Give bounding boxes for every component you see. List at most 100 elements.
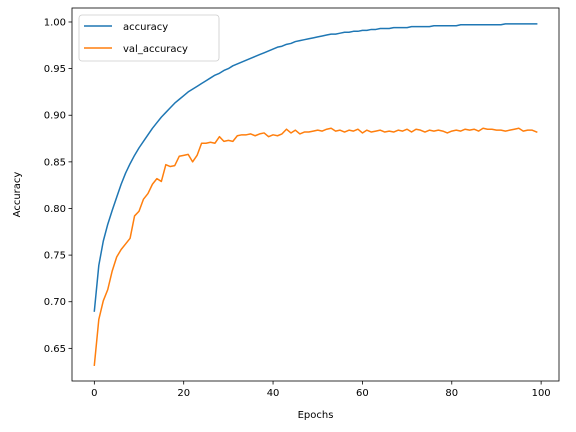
- data-point-accuracy: [111, 210, 113, 212]
- data-point-val-accuracy: [263, 132, 265, 134]
- data-point-val-accuracy: [120, 249, 122, 251]
- data-point-val-accuracy: [379, 129, 381, 131]
- plot-frame: [71, 7, 560, 382]
- data-point-accuracy: [384, 28, 386, 30]
- data-point-val-accuracy: [268, 136, 270, 138]
- x-axis-label: Epochs: [298, 410, 334, 421]
- data-point-val-accuracy: [451, 130, 453, 132]
- data-point-val-accuracy: [362, 132, 364, 134]
- data-point-accuracy: [187, 91, 189, 93]
- data-point-accuracy: [500, 24, 502, 26]
- data-point-val-accuracy: [312, 130, 314, 132]
- data-point-val-accuracy: [500, 129, 502, 131]
- data-point-val-accuracy: [429, 129, 431, 131]
- data-point-accuracy: [326, 34, 328, 36]
- data-point-accuracy: [335, 33, 337, 35]
- data-point-accuracy: [201, 83, 203, 85]
- series-line-accuracy: [93, 23, 538, 312]
- data-point-accuracy: [447, 25, 449, 27]
- data-point-accuracy: [107, 224, 109, 226]
- legend: accuracy val_accuracy: [78, 14, 220, 62]
- data-point-accuracy: [192, 88, 194, 90]
- y-tick-label: 0.70: [44, 297, 66, 308]
- data-point-accuracy: [290, 43, 292, 45]
- data-point-accuracy: [411, 26, 413, 28]
- data-point-val-accuracy: [487, 128, 489, 130]
- data-point-accuracy: [254, 56, 256, 58]
- data-point-accuracy: [397, 27, 399, 29]
- data-point-val-accuracy: [469, 129, 471, 131]
- data-point-val-accuracy: [125, 243, 127, 245]
- data-point-val-accuracy: [491, 128, 493, 130]
- data-point-accuracy: [429, 26, 431, 28]
- data-point-val-accuracy: [442, 130, 444, 132]
- data-point-accuracy: [522, 23, 524, 25]
- data-point-val-accuracy: [353, 130, 355, 132]
- x-axis-ticks: 0 20 40 60 80 100: [91, 381, 551, 399]
- data-point-val-accuracy: [281, 133, 283, 135]
- data-point-accuracy: [312, 37, 314, 39]
- data-point-accuracy: [223, 70, 225, 72]
- data-point-val-accuracy: [134, 215, 136, 217]
- data-point-val-accuracy: [424, 131, 426, 133]
- data-point-val-accuracy: [411, 131, 413, 133]
- data-point-accuracy: [98, 265, 100, 267]
- data-point-accuracy: [169, 107, 171, 109]
- data-point-accuracy: [496, 24, 498, 26]
- data-point-accuracy: [165, 112, 167, 114]
- data-point-val-accuracy: [335, 130, 337, 132]
- data-point-accuracy: [156, 122, 158, 124]
- data-point-val-accuracy: [509, 129, 511, 131]
- series-line-val-accuracy: [93, 127, 538, 366]
- y-tick-label: 0.95: [44, 64, 66, 75]
- data-point-val-accuracy: [277, 135, 279, 137]
- data-point-val-accuracy: [357, 128, 359, 130]
- y-tick-label: 1.00: [44, 17, 66, 28]
- data-point-val-accuracy: [143, 198, 145, 200]
- data-point-accuracy: [281, 45, 283, 47]
- data-point-accuracy: [308, 38, 310, 40]
- data-point-val-accuracy: [406, 128, 408, 130]
- data-point-val-accuracy: [317, 129, 319, 131]
- data-point-val-accuracy: [259, 133, 261, 135]
- x-tick-label: 60: [356, 388, 369, 399]
- data-point-accuracy: [357, 31, 359, 33]
- data-point-accuracy: [304, 39, 306, 41]
- data-point-accuracy: [402, 27, 404, 29]
- data-point-accuracy: [330, 33, 332, 35]
- data-point-val-accuracy: [514, 128, 516, 130]
- data-point-val-accuracy: [129, 238, 131, 240]
- data-point-accuracy: [272, 48, 274, 50]
- data-point-accuracy: [250, 58, 252, 60]
- data-point-val-accuracy: [107, 289, 109, 291]
- data-point-val-accuracy: [330, 127, 332, 129]
- data-point-accuracy: [178, 99, 180, 101]
- data-point-val-accuracy: [201, 142, 203, 144]
- y-tick-label: 0.75: [44, 251, 66, 262]
- data-point-val-accuracy: [178, 155, 180, 157]
- data-point-val-accuracy: [402, 130, 404, 132]
- data-point-accuracy: [241, 61, 243, 63]
- data-point-accuracy: [353, 31, 355, 33]
- data-point-val-accuracy: [348, 129, 350, 131]
- data-point-accuracy: [348, 31, 350, 33]
- data-point-accuracy: [183, 95, 185, 97]
- data-point-accuracy: [442, 25, 444, 27]
- legend-label-val-accuracy: val_accuracy: [123, 44, 188, 55]
- data-point-val-accuracy: [505, 130, 507, 132]
- data-point-val-accuracy: [482, 127, 484, 129]
- data-point-val-accuracy: [174, 165, 176, 167]
- data-point-val-accuracy: [366, 129, 368, 131]
- data-point-accuracy: [277, 46, 279, 48]
- y-axis-label: Accuracy: [12, 172, 23, 218]
- data-point-val-accuracy: [321, 130, 323, 132]
- data-point-accuracy: [482, 24, 484, 26]
- data-point-accuracy: [205, 80, 207, 82]
- data-point-accuracy: [245, 59, 247, 61]
- data-point-accuracy: [491, 24, 493, 26]
- data-point-val-accuracy: [250, 133, 252, 135]
- data-point-val-accuracy: [438, 129, 440, 131]
- data-point-val-accuracy: [272, 134, 274, 136]
- data-point-val-accuracy: [339, 129, 341, 131]
